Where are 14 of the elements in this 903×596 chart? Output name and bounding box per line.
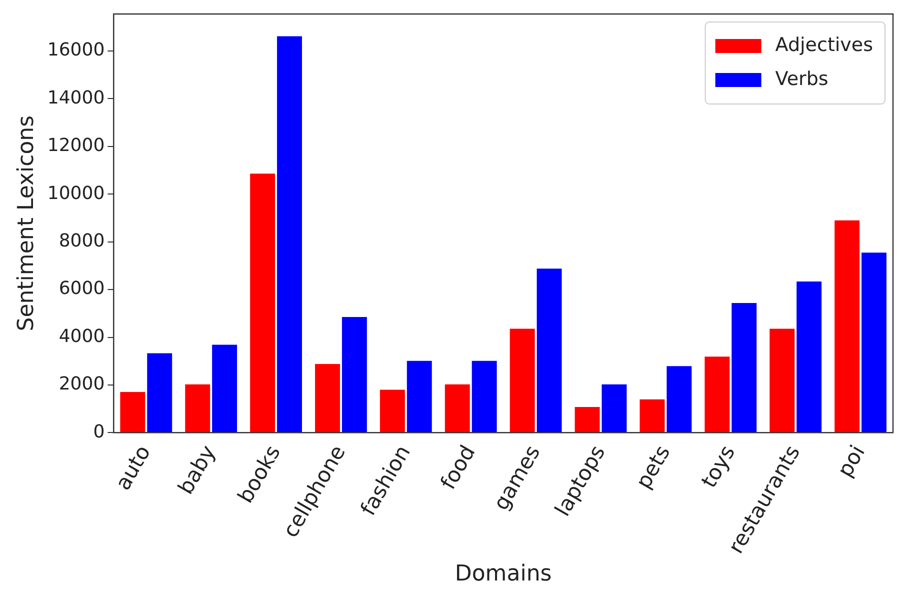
y-axis-title: Sentiment Lexicons [14, 115, 39, 332]
y-tick-label: 0 [93, 421, 105, 442]
y-tick-label: 6000 [58, 278, 105, 300]
x-axis-title: Domains [454, 562, 552, 587]
y-tick-label: 16000 [47, 40, 105, 61]
y-tick-label: 8000 [58, 230, 105, 252]
y-tick-label: 2000 [58, 374, 105, 395]
x-tick-label: poi [832, 441, 870, 481]
y-tick-label: 10000 [47, 182, 105, 204]
legend-label: Adjectives [775, 34, 874, 56]
y-tick-label: 4000 [58, 326, 105, 347]
legend-label: Verbs [775, 68, 828, 90]
y-tick-label: 14000 [47, 87, 105, 108]
y-tick-label: 12000 [47, 135, 105, 156]
